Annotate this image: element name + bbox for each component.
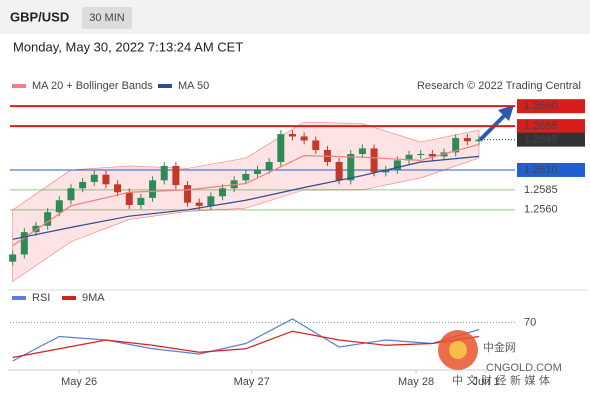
candle-body [428,154,436,157]
legend-label: RSI [32,292,50,304]
candle-body [452,138,460,153]
watermark-site: CNGOLD.COM [486,362,562,374]
candle-body [102,174,110,185]
candle-body [277,134,285,162]
y-tick-label: 70 [524,316,536,328]
candle-body [79,181,87,189]
candle-body [253,169,261,174]
candle-body [219,188,227,197]
legend-swatch [12,84,26,88]
candle-body [20,232,28,255]
candle-body [160,165,168,181]
x-tick-label: Jun 1 [473,376,500,388]
candle-body [288,134,296,137]
timeframe: 30 MIN [89,12,125,24]
candle-body [405,154,413,161]
candle-body [137,197,145,206]
candle-body [312,140,320,151]
candle-body [417,154,425,156]
candle-body [90,174,98,182]
candle-body [125,192,133,206]
forecast-arrowhead [498,105,514,121]
legend-swatch [158,84,172,88]
candle-body [55,200,63,213]
level-label: 1.2690 [524,100,558,112]
candle-body [393,160,401,170]
legend-swatch [12,296,26,300]
level-box [517,119,585,134]
indicator-line [12,330,480,359]
candle-body [382,169,390,173]
level-box [517,162,585,177]
credit: Research © 2022 Trading Central [417,80,581,92]
ma-line [12,143,480,247]
legend-label: 9MA [82,292,105,304]
candle-body [347,154,355,181]
level-label: 1.2585 [524,184,558,196]
level-label: 1.2610 [524,164,558,176]
candle-body [242,173,250,181]
legend-swatch [62,296,76,300]
candle-body [67,188,75,201]
candle-body [475,139,483,142]
candle-body [358,148,366,155]
candle-body [184,185,192,203]
legend-label: MA 50 [178,80,209,92]
candle-body [195,202,203,206]
candle-body [463,138,471,142]
candle-body [149,180,157,198]
watermark-slogan: 中 文 财 经 新 媒 体 [452,373,550,387]
indicator-line [12,318,480,362]
candle-body [9,254,17,262]
symbol: GBP/USD [10,9,69,24]
level-box [517,132,585,147]
candle-body [207,196,215,206]
candle-body [370,148,378,173]
timeframe-box [82,7,132,29]
candle-body [172,165,180,186]
x-tick-label: May 28 [398,376,434,388]
watermark-name: 中金网 [483,340,516,354]
legend-label: MA 20 + Bollinger Bands [32,80,153,92]
candle-body [114,184,122,193]
x-tick-label: May 26 [61,376,97,388]
level-box [517,99,585,114]
x-tick-label: May 27 [234,376,270,388]
candle-body [32,225,40,233]
watermark-logo-inner [449,341,467,359]
candle-body [44,212,52,226]
level-label: 1.2560 [524,204,558,216]
bollinger-band [12,121,480,283]
watermark: 中金网 CNGOLD.COM 中 文 财 经 新 媒 体 [438,330,562,387]
level-label: 1.2648 [524,134,558,146]
timestamp: Monday, May 30, 2022 7:13:24 AM CET [13,39,243,54]
level-label: 1.2665 [524,120,558,132]
candle-body [335,161,343,181]
candle-body [265,161,273,170]
candle-body [300,136,308,141]
ma-line [12,155,480,240]
